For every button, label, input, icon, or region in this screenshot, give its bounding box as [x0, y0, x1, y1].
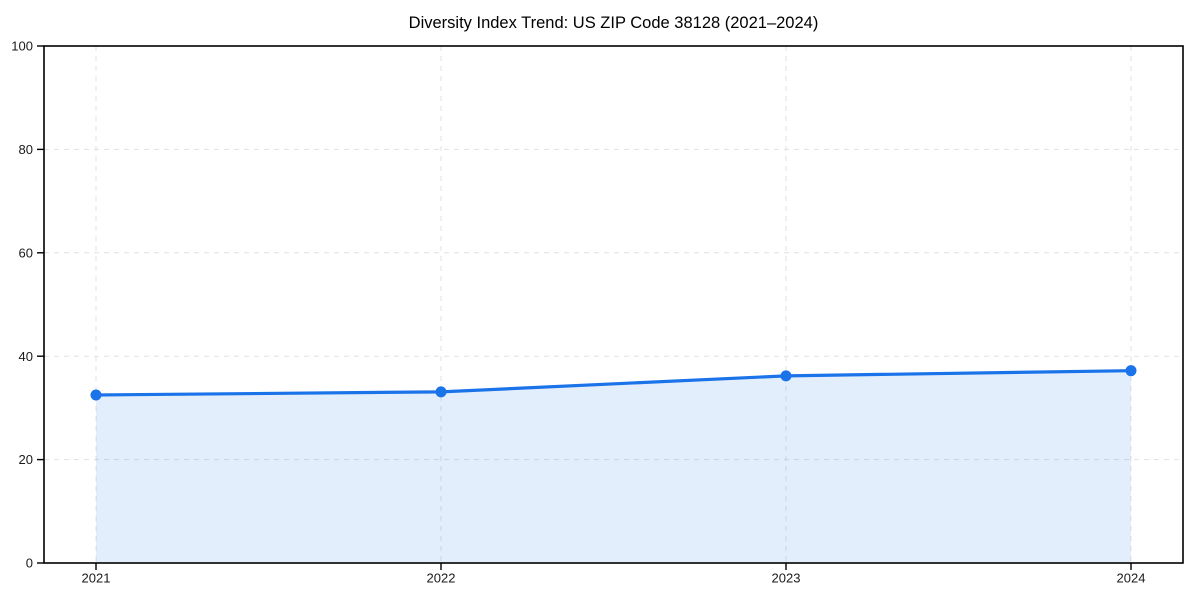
y-axis-tick-label: 40: [19, 349, 33, 364]
x-axis-tick-label: 2021: [82, 571, 111, 586]
area-fill: [96, 370, 1131, 563]
plot-border: [43, 45, 1184, 564]
trend-line: [94, 369, 1133, 397]
y-axis-tick-label: 100: [11, 39, 33, 54]
data-point-marker: [90, 389, 102, 401]
x-axis-tick-label: 2024: [1117, 571, 1146, 586]
data-point-marker: [435, 386, 447, 398]
y-axis-tick-label: 80: [19, 142, 33, 157]
y-axis-tick-label: 60: [19, 245, 33, 260]
y-axis-tick-label: 0: [26, 556, 33, 571]
data-point-marker: [1125, 365, 1137, 377]
x-axis-tick-label: 2022: [427, 571, 456, 586]
data-point-marker: [780, 370, 792, 382]
x-axis-tick-label: 2023: [772, 571, 801, 586]
y-axis-tick-label: 20: [19, 452, 33, 467]
chart-title: Diversity Index Trend: US ZIP Code 38128…: [408, 14, 819, 32]
